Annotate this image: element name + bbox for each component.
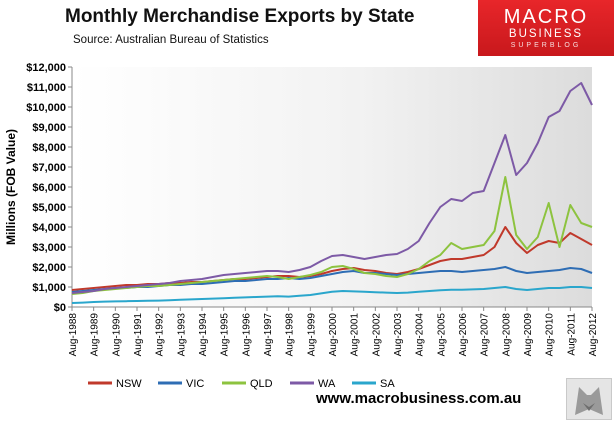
x-tick-label: Aug-1992 (155, 313, 166, 357)
x-tick-label: Aug-1993 (176, 313, 187, 357)
logo-line-2: BUSINESS (508, 28, 584, 40)
x-tick-label: Aug-1989 (90, 313, 101, 357)
chart-title: Monthly Merchandise Exports by State (65, 6, 415, 27)
x-tick-label: Aug-1988 (68, 313, 79, 357)
x-tick-label: Aug-2012 (588, 313, 599, 357)
legend-label-sa: SA (380, 378, 395, 390)
y-tick-label: $2,000 (32, 262, 66, 274)
logo-line-3: SUPERBLOG (510, 42, 582, 49)
legend-label-qld: QLD (250, 378, 273, 390)
x-tick-label: Aug-2011 (566, 313, 577, 356)
site-url: www.macrobusiness.com.au (316, 390, 522, 407)
series-line-qld (71, 176, 593, 295)
x-tick-label: Aug-2001 (350, 313, 361, 357)
x-tick-label: Aug-1999 (306, 313, 317, 357)
series-line-wa (71, 82, 593, 294)
y-tick-label: $4,000 (32, 222, 66, 234)
x-tick-label: Aug-1995 (220, 313, 231, 357)
y-tick-label: $3,000 (32, 242, 66, 254)
y-axis-label: Millions (FOB Value) (4, 129, 18, 245)
y-tick-label: $6,000 (32, 182, 66, 194)
x-tick-label: Aug-2000 (328, 313, 339, 357)
x-tick-label: Aug-2006 (458, 313, 469, 357)
x-tick-label: Aug-2007 (480, 313, 491, 357)
x-tick-label: Aug-1994 (198, 313, 209, 357)
x-tick-label: Aug-1998 (285, 313, 296, 357)
x-tick-label: Aug-1990 (111, 313, 122, 357)
x-tick-label: Aug-2008 (501, 313, 512, 357)
x-tick-label: Aug-2003 (393, 313, 404, 357)
y-tick-label: $10,000 (26, 102, 66, 114)
chart-source: Source: Australian Bureau of Statistics (73, 34, 269, 46)
x-tick-label: Aug-2002 (371, 313, 382, 357)
legend-label-vic: VIC (186, 378, 204, 390)
y-tick-label: $5,000 (32, 202, 66, 214)
x-tick-label: Aug-1997 (263, 313, 274, 357)
macrobusiness-logo: MACRO BUSINESS SUPERBLOG (478, 0, 614, 56)
y-tick-label: $7,000 (32, 162, 66, 174)
y-tick-label: $1,000 (32, 282, 66, 294)
y-tick-label: $12,000 (26, 62, 66, 74)
legend-label-nsw: NSW (116, 378, 142, 390)
legend-label-wa: WA (318, 378, 336, 390)
series-line-sa (71, 286, 593, 304)
y-tick-label: $0 (54, 302, 66, 314)
x-tick-label: Aug-1991 (133, 313, 144, 357)
x-tick-label: Aug-2010 (545, 313, 556, 357)
y-tick-label: $11,000 (27, 82, 66, 94)
x-tick-label: Aug-2009 (523, 313, 534, 357)
wolf-icon (566, 378, 612, 420)
x-tick-label: Aug-2005 (436, 313, 447, 357)
x-tick-label: Aug-1996 (241, 313, 252, 357)
logo-line-1: MACRO (503, 6, 589, 28)
y-tick-label: $8,000 (32, 142, 66, 154)
y-tick-label: $9,000 (32, 122, 66, 134)
x-tick-label: Aug-2004 (415, 313, 426, 357)
